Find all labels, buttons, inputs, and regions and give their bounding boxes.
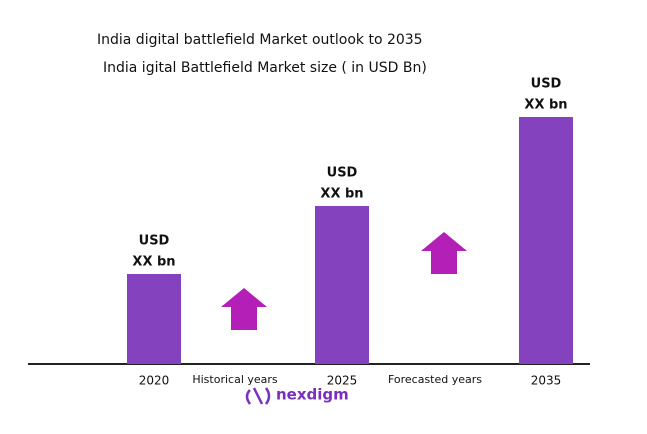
arrow <box>221 288 267 330</box>
arrow <box>421 232 467 274</box>
value-label: XX bn <box>132 255 175 270</box>
value-label: USD <box>531 77 562 92</box>
value-label: XX bn <box>320 187 363 202</box>
logo-icon <box>245 387 271 405</box>
value-label: USD <box>327 166 358 181</box>
bar <box>127 274 181 364</box>
value-label: USD <box>139 234 170 249</box>
chart-subtitle: India igital Battlefield Market size ( i… <box>103 60 427 76</box>
x-tick-label: 2020 <box>139 374 170 388</box>
x-tick-label: 2035 <box>531 374 562 388</box>
x-tick-label: 2025 <box>327 374 358 388</box>
bar <box>519 117 573 364</box>
annotation: Forecasted years <box>388 373 482 386</box>
value-label: XX bn <box>524 98 567 113</box>
chart-title: India digital battlefield Market outlook… <box>97 32 423 48</box>
bar <box>315 206 369 364</box>
annotation: Historical years <box>192 373 278 386</box>
logo: nexdigm <box>276 386 349 404</box>
